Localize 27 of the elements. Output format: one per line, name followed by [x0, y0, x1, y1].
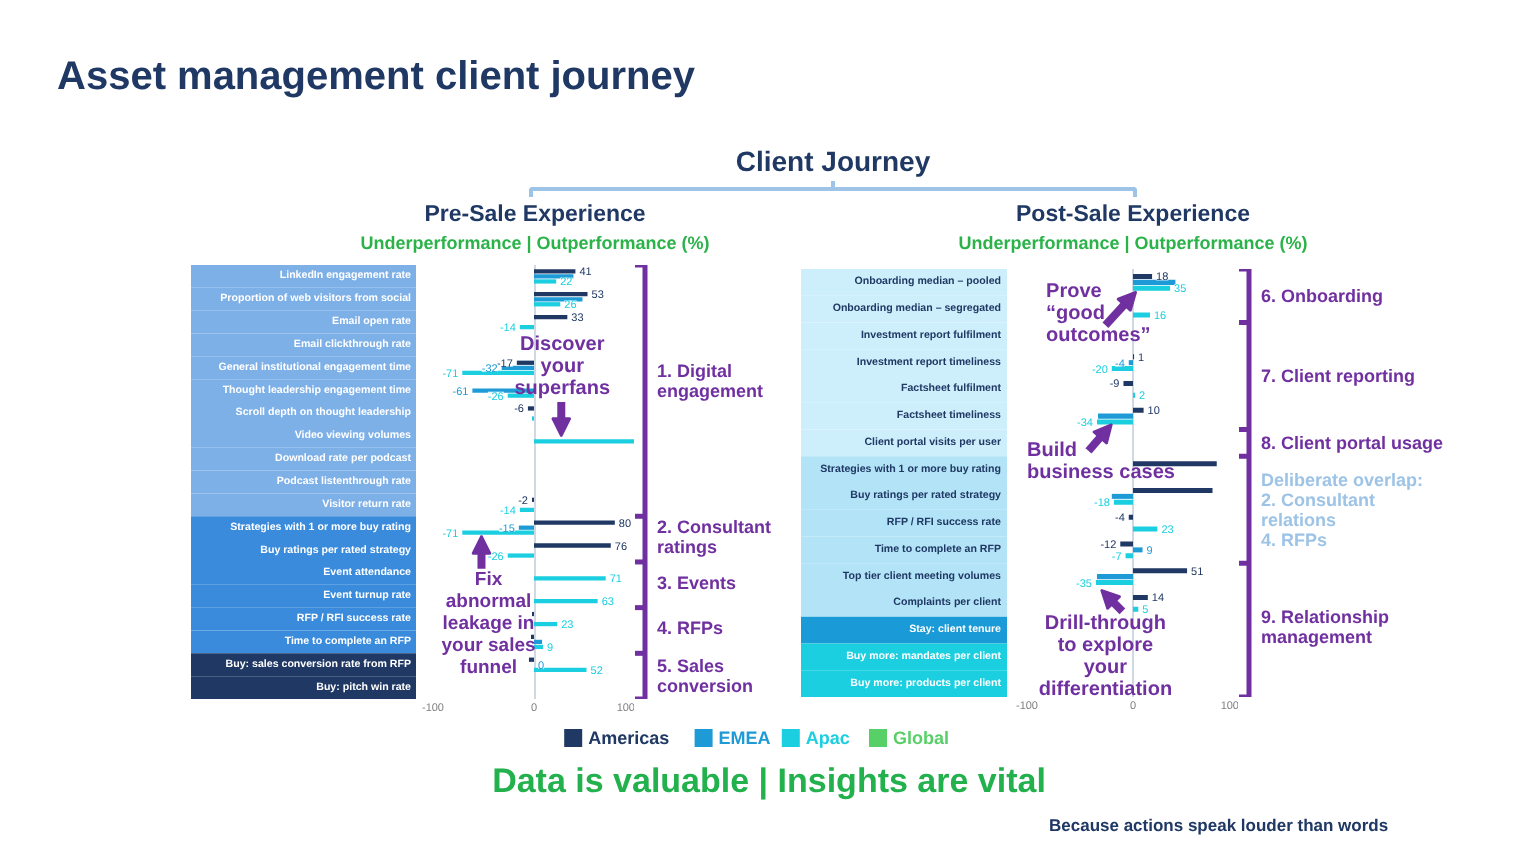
text: Deliberate overlap: 2. Consultant relations 4. RFPs: [1261, 469, 1424, 550]
text: Client Journey: [735, 145, 931, 177]
annotation: Prove “good outcomes”: [1046, 280, 1151, 347]
text: 7. Client reporting: [1261, 366, 1416, 386]
text: 9. Relationship management: [1261, 607, 1391, 648]
annotation: Discover your superfans: [514, 333, 611, 400]
legend-label: Global: [893, 728, 950, 748]
annotation: Fix abnormal leakage in your sales funnel: [441, 568, 536, 679]
text: 8. Client portal usage: [1261, 432, 1444, 453]
chart-subtitle: Underperformance | Outperformance (%): [360, 233, 710, 253]
text: 2. Consultant ratings: [657, 516, 772, 557]
chart-title: Pre-Sale Experience: [424, 203, 646, 227]
legend-label: EMEA: [718, 728, 772, 748]
annotation: Drill-through to explore your differentiation: [1038, 612, 1173, 701]
text: 6. Onboarding: [1261, 285, 1384, 306]
legend-label: Americas: [588, 728, 670, 748]
text: 5. Sales conversion: [657, 656, 754, 697]
text: 3. Events: [657, 572, 737, 593]
text: Because actions speak louder than words: [1049, 815, 1389, 835]
chart-title: Post-Sale Experience: [1016, 203, 1250, 227]
text: Asset management client journey: [57, 55, 697, 99]
text: 4. RFPs: [657, 618, 724, 639]
text: Data is valuable | Insights are vital: [492, 762, 1046, 800]
legend-label: Apac: [805, 728, 850, 748]
chart-subtitle: Underperformance | Outperformance (%): [958, 233, 1308, 253]
text: 1. Digital engagement: [657, 361, 764, 402]
annotation: Build business cases: [1027, 439, 1176, 484]
